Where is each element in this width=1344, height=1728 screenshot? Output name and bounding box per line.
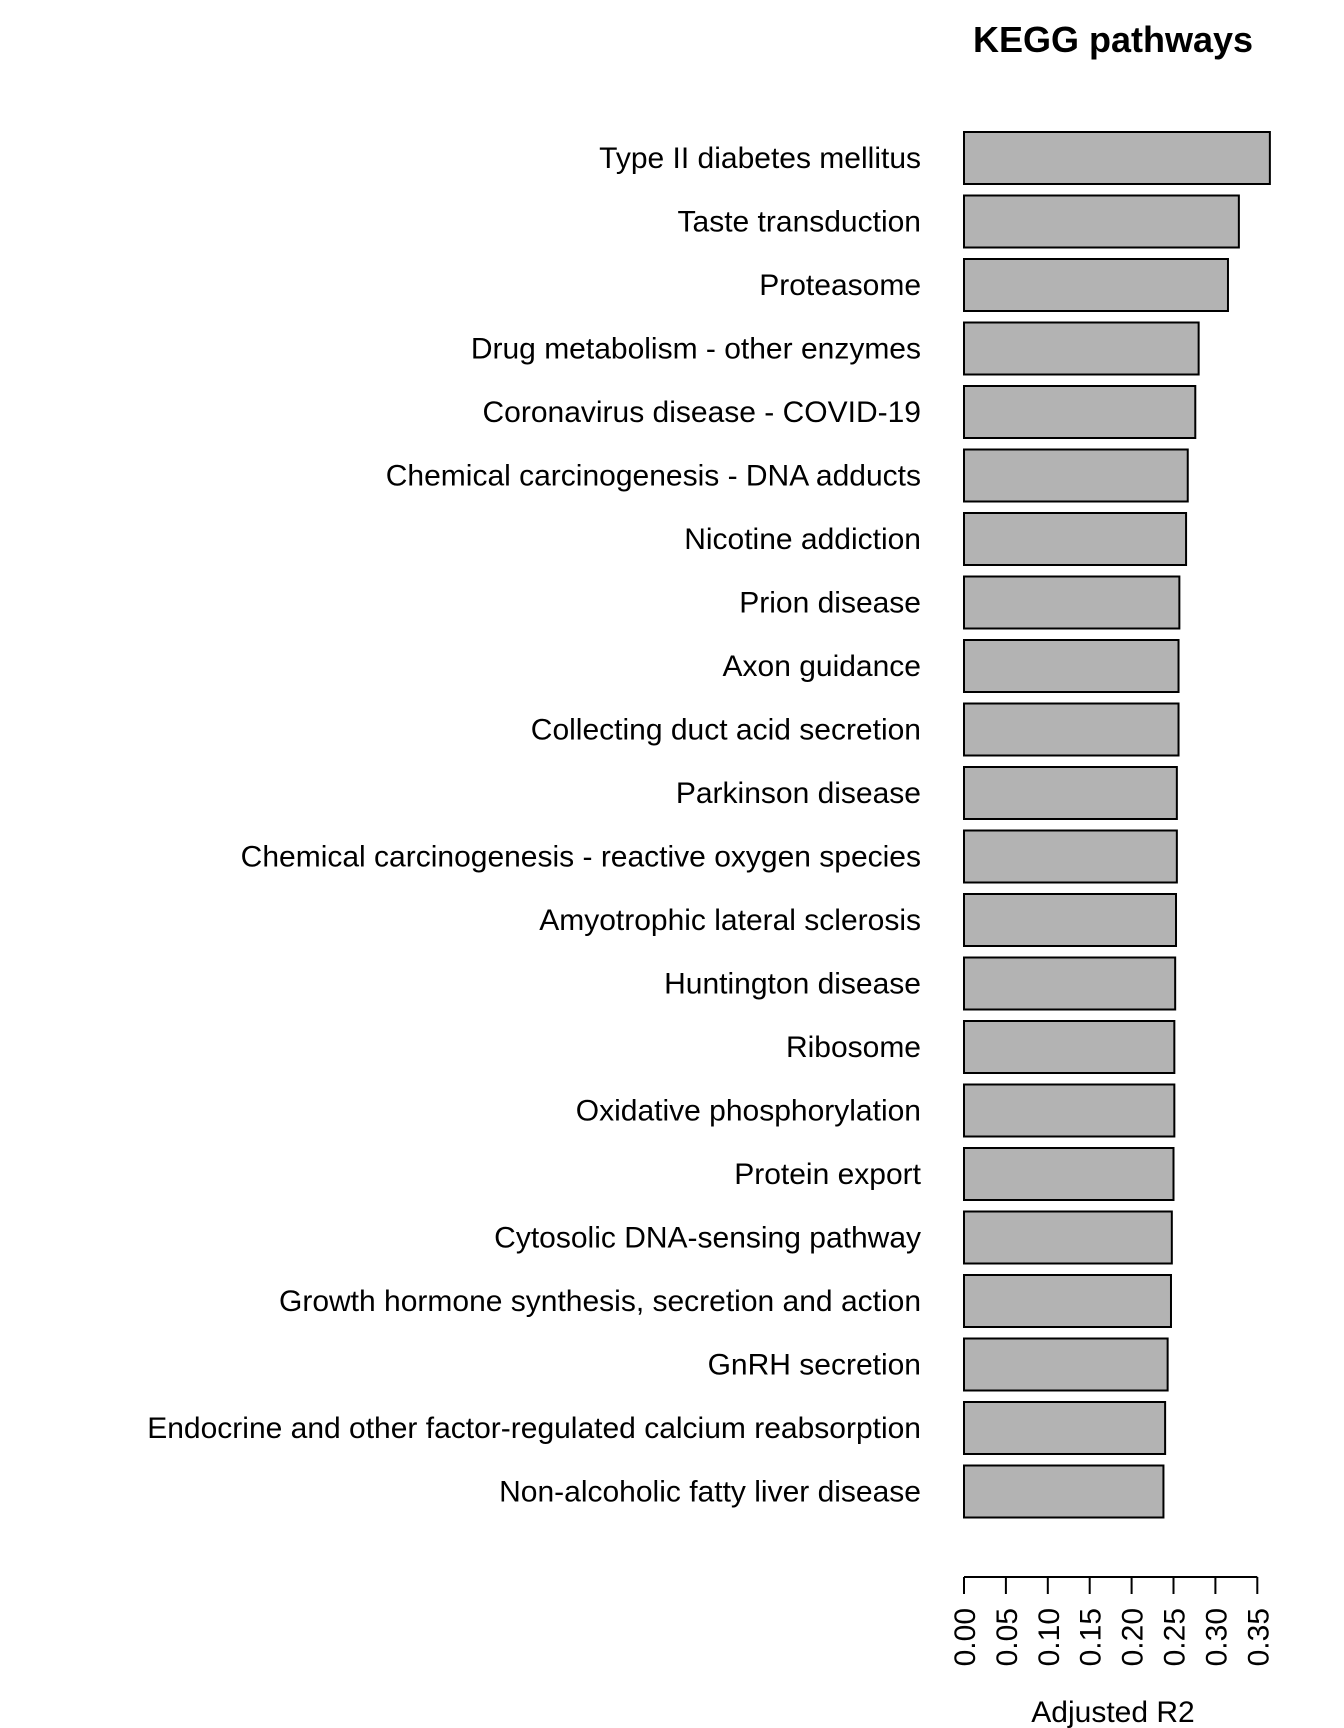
x-tick-label: 0.05 [991,1608,1024,1666]
bar [963,829,1178,884]
category-label: Cytosolic DNA-sensing pathway [494,1222,921,1255]
bar [963,258,1229,312]
category-label: Huntington disease [664,968,921,1001]
bar [963,512,1188,566]
category-label: Chemical carcinogenesis - reactive oxyge… [241,841,921,874]
x-axis: 0.00 0.05 0.10 0.15 0.20 0.25 0.30 0.35 [949,1576,1275,1666]
x-tick-label: 0.00 [949,1608,982,1666]
bar [963,1401,1167,1455]
category-label: Prion disease [739,587,921,620]
bar [963,448,1189,503]
bar [963,1337,1169,1392]
bar [963,1147,1175,1201]
bar [963,893,1178,947]
category-labels-group: Type II diabetes mellitus Taste transduct… [147,142,921,1509]
category-label: Growth hormone synthesis, secretion and … [279,1285,921,1318]
category-label: GnRH secretion [708,1349,921,1382]
bar [963,131,1271,185]
category-label: Chemical carcinogenesis - DNA adducts [386,460,921,493]
x-tick-label: 0.20 [1117,1608,1150,1666]
bar [963,575,1181,630]
category-label: Coronavirus disease - COVID-19 [482,396,921,429]
bar [963,639,1180,693]
category-label: Axon guidance [723,650,922,683]
bars-group [963,131,1271,1519]
bar [963,1020,1176,1074]
category-label: Non-alcoholic fatty liver disease [499,1476,921,1509]
category-label: Parkinson disease [676,777,921,810]
bar [963,1274,1172,1328]
bar [963,1464,1165,1519]
bar [963,1210,1173,1265]
bar [963,1083,1176,1138]
category-label: Ribosome [786,1031,921,1064]
category-label: Protein export [734,1158,921,1191]
x-tick-label: 0.25 [1159,1608,1192,1666]
x-tick-label: 0.15 [1075,1608,1108,1666]
x-tick-label: 0.10 [1033,1608,1066,1666]
x-axis-label: Adjusted R2 [1031,1696,1194,1728]
bar [963,194,1240,249]
category-label: Nicotine addiction [684,523,921,556]
category-label: Type II diabetes mellitus [599,142,921,175]
category-label: Proteasome [759,269,921,302]
bar [963,766,1178,820]
chart-title: KEGG pathways [973,19,1253,60]
category-label: Amyotrophic lateral sclerosis [539,904,921,937]
category-label: Oxidative phosphorylation [576,1095,921,1128]
x-tick-label: 0.35 [1242,1608,1275,1666]
category-label: Taste transduction [678,206,921,239]
category-label: Endocrine and other factor-regulated cal… [147,1412,921,1445]
category-label: Collecting duct acid secretion [531,714,921,747]
category-label: Drug metabolism - other enzymes [471,333,921,366]
bar [963,702,1180,757]
bar [963,321,1200,376]
bar [963,956,1177,1011]
bar [963,385,1197,439]
x-tick-label: 0.30 [1200,1608,1233,1666]
